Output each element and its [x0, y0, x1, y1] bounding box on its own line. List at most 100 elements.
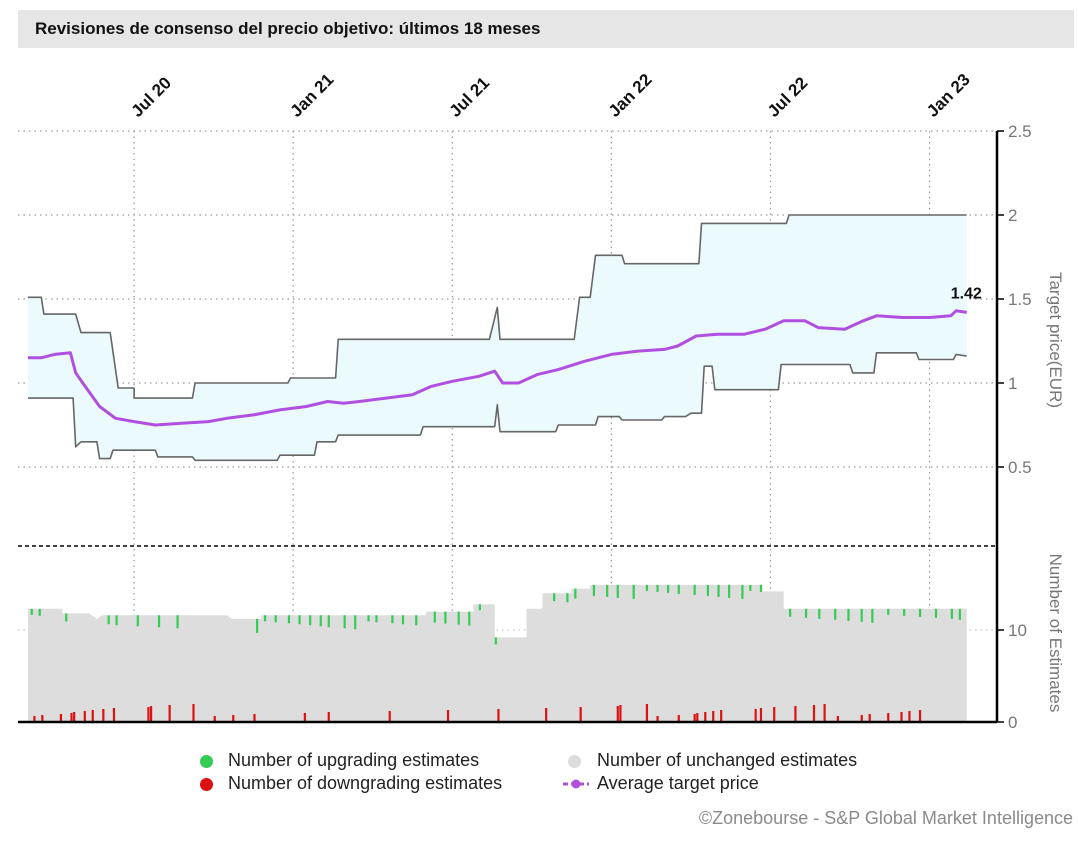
upgrade-bar	[274, 615, 277, 623]
upgrade-bar	[354, 615, 357, 630]
upgrade-bar	[741, 584, 744, 599]
upgrade-bar	[677, 584, 680, 594]
upgrade-bar	[918, 608, 922, 617]
upgrade-bar	[616, 584, 619, 598]
downgrade-bar	[887, 713, 890, 722]
downgrade-bar	[168, 705, 171, 722]
upgrade-bar	[401, 615, 405, 625]
upgrade-bar	[264, 615, 267, 622]
downgrade-bar	[91, 710, 94, 722]
upgrade-bar	[804, 608, 808, 618]
downgrade-bar	[41, 715, 44, 722]
upgrade-bar	[667, 584, 670, 593]
upgrade-bar	[494, 637, 497, 645]
downgrade-bar	[192, 704, 195, 722]
downgrade-bar	[73, 712, 76, 722]
downgrade-bar	[693, 714, 696, 722]
upgrade-bar	[433, 611, 436, 623]
downgrade-bar	[704, 712, 707, 722]
downgrade-bar	[102, 709, 105, 722]
average-target-line	[28, 309, 967, 427]
upgrade-bar	[958, 608, 961, 620]
downgrade-bar	[868, 714, 871, 722]
upgrade-bar	[759, 584, 763, 592]
upgrade-bar	[553, 593, 556, 602]
upgrade-bar	[176, 615, 179, 629]
downgrade-bar	[149, 706, 153, 722]
upgrade-bar	[444, 611, 447, 624]
downgrade-bar	[497, 709, 500, 722]
downgrade-bar	[446, 710, 450, 722]
x-tick-label: Jul 20	[127, 73, 175, 121]
source-credit: ©Zonebourse - S&P Global Market Intellig…	[698, 808, 1073, 828]
high-target-line	[28, 214, 967, 399]
downgrade-bar	[645, 704, 649, 722]
upgrade-bar	[834, 608, 837, 620]
y-tick-label: 1	[1008, 374, 1017, 393]
upgrade-bar	[574, 588, 577, 599]
downgrade-bar	[773, 707, 776, 722]
downgrade-bar	[720, 710, 723, 722]
upgrade-bar	[457, 611, 460, 625]
upgrade-bar	[728, 584, 731, 598]
estimates-bars	[28, 584, 967, 722]
downgrade-bar	[253, 714, 256, 722]
y-axis-title: Target price(EUR)	[1046, 272, 1065, 408]
upgrade-bar	[847, 608, 850, 621]
upgrade-bar	[818, 608, 821, 619]
downgrade-bar	[83, 711, 86, 722]
downgrade-bar	[619, 705, 622, 722]
upgrade-bar	[950, 608, 953, 619]
legend-upgrading-label: Number of upgrading estimates	[228, 750, 480, 770]
x-tick-label: Jan 23	[923, 70, 974, 121]
upgrade-bar	[319, 615, 322, 627]
downgrade-bar	[823, 704, 826, 722]
upgrade-bar	[391, 615, 394, 624]
x-tick-label: Jul 21	[446, 73, 494, 121]
y2-tick-label: 10	[1008, 621, 1027, 640]
y-tick-label: 1.5	[1008, 290, 1032, 309]
upgrade-bar	[115, 615, 118, 626]
upgrade-bar	[256, 618, 259, 633]
upgrade-bar	[789, 608, 792, 617]
downgrade-bar	[908, 711, 911, 722]
upgrade-bar	[717, 584, 720, 597]
x-tick-label: Jan 22	[605, 70, 656, 121]
x-tick-label: Jul 22	[764, 73, 812, 121]
upgrade-bar	[309, 615, 312, 626]
downgrade-bar	[759, 708, 763, 722]
unchanged-dot-icon	[568, 755, 581, 768]
downgrade-bar	[900, 712, 903, 722]
upgrade-bar	[30, 608, 33, 615]
upgrade-bar	[566, 593, 569, 603]
downgrade-bar	[836, 716, 839, 722]
upgrade-bar	[656, 584, 659, 592]
upgrade-bar	[375, 615, 378, 623]
upgrade-bar	[343, 615, 346, 629]
upgrade-bar	[478, 604, 481, 611]
upgrade-bar	[415, 615, 418, 626]
downgrade-bar	[147, 707, 150, 722]
title-bar: Revisiones de consenso del precio objeti…	[18, 10, 1074, 48]
downgrade-bar	[918, 710, 922, 722]
downgrade-bar	[112, 708, 116, 722]
downgrade-bar	[656, 716, 659, 722]
downgrade-bar	[812, 705, 816, 722]
upgrade-bar	[298, 615, 301, 625]
downgrade-bar	[59, 714, 63, 722]
upgrade-bar	[860, 608, 863, 622]
downgrade-bar	[696, 713, 699, 722]
downgrade-bar	[860, 715, 863, 722]
y2-axis-title: Number of Estimates	[1046, 554, 1065, 713]
downgrade-bar	[616, 706, 619, 722]
downgrade-bar	[794, 706, 797, 722]
upgrade-bar	[287, 615, 291, 624]
downgrade-bar	[327, 712, 330, 722]
x-tick-label: Jan 21	[287, 70, 338, 121]
upgrade-bar	[157, 615, 161, 628]
y2-tick-label: 0	[1008, 713, 1017, 732]
upgrade-bar	[934, 608, 938, 618]
downgrade-bar	[33, 716, 36, 722]
last-value-label: 1.42	[951, 285, 982, 302]
